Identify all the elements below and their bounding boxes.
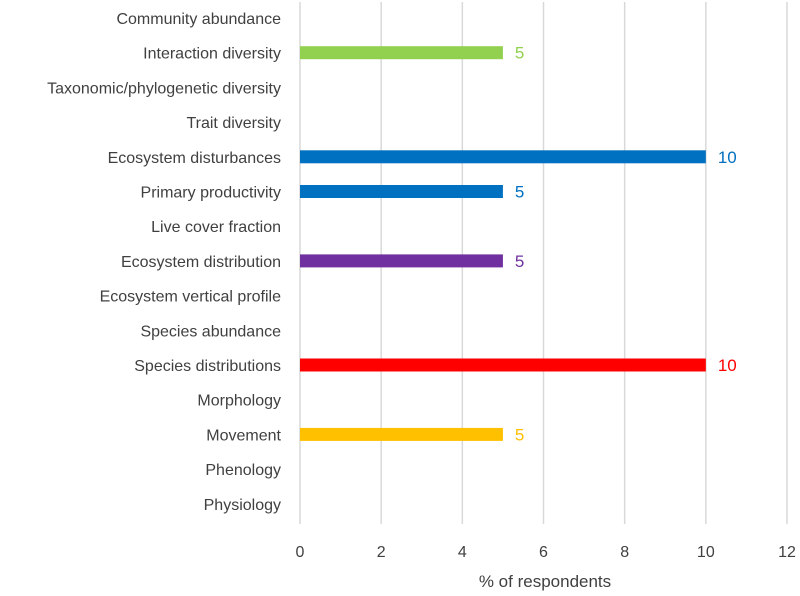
- bar: [300, 150, 706, 164]
- x-tick-label: 8: [620, 544, 629, 561]
- bar: [300, 427, 503, 441]
- category-label: Community abundance: [116, 11, 281, 28]
- x-tick-label: 10: [697, 544, 715, 561]
- x-tick-label: 12: [778, 544, 796, 561]
- bar: [300, 46, 503, 60]
- category-label: Interaction diversity: [143, 46, 281, 63]
- data-label: 5: [515, 252, 524, 271]
- category-label: Phenology: [205, 462, 281, 479]
- data-label: 5: [515, 44, 524, 63]
- data-labels: 5 10 5 5 10 5: [515, 44, 737, 445]
- x-tick-labels: 0 2 4 6 8 10 12: [296, 544, 796, 561]
- data-label: 10: [718, 356, 737, 375]
- category-label: Ecosystem distribution: [121, 254, 281, 271]
- x-tick-label: 4: [458, 544, 467, 561]
- category-label: Physiology: [204, 497, 281, 514]
- x-axis-title: % of respondents: [479, 572, 611, 591]
- x-tick-label: 2: [377, 544, 386, 561]
- x-tick-label: 0: [296, 544, 305, 561]
- category-label: Species abundance: [140, 323, 281, 340]
- category-label: Ecosystem vertical profile: [100, 289, 281, 306]
- category-labels: Community abundance Interaction diversity…: [47, 11, 281, 514]
- data-label: 10: [718, 148, 737, 167]
- data-label: 5: [515, 425, 524, 444]
- category-label: Taxonomic/phylogenetic diversity: [47, 80, 281, 97]
- category-label: Ecosystem disturbances: [108, 150, 281, 167]
- x-tick-label: 6: [539, 544, 548, 561]
- category-label: Primary productivity: [141, 185, 281, 202]
- category-label: Morphology: [197, 393, 281, 410]
- bars: [300, 46, 706, 441]
- data-label: 5: [515, 183, 524, 202]
- bar: [300, 185, 503, 198]
- category-label: Movement: [206, 427, 281, 444]
- category-label: Trait diversity: [186, 115, 281, 132]
- category-label: Species distributions: [134, 358, 281, 375]
- bar: [300, 358, 706, 372]
- bar: [300, 254, 503, 268]
- category-label: Live cover fraction: [151, 219, 281, 236]
